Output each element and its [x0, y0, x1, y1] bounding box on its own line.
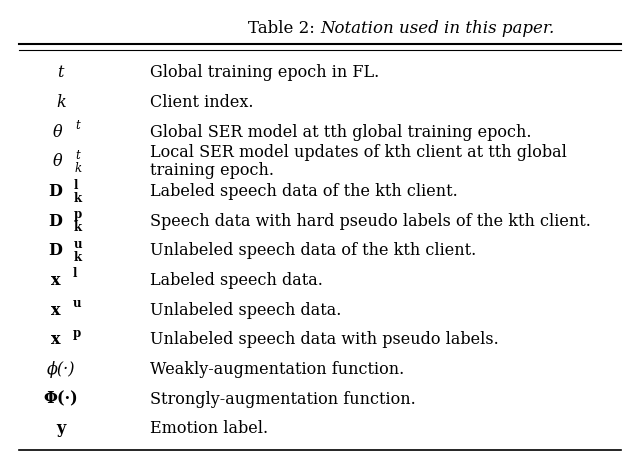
Text: Unlabeled speech data of the kth client.: Unlabeled speech data of the kth client. — [150, 242, 477, 259]
Text: u: u — [74, 238, 82, 251]
Text: Weakly-augmentation function.: Weakly-augmentation function. — [150, 361, 404, 378]
Text: D: D — [49, 183, 63, 200]
Text: Labeled speech data.: Labeled speech data. — [150, 272, 323, 289]
Text: D: D — [49, 242, 63, 259]
Text: x: x — [51, 302, 60, 318]
Text: p: p — [72, 327, 81, 340]
Text: k: k — [56, 94, 66, 111]
Text: y: y — [56, 420, 65, 437]
Text: Table 2:: Table 2: — [248, 20, 320, 37]
Text: l: l — [74, 178, 78, 191]
Text: u: u — [72, 297, 81, 310]
Text: l: l — [72, 268, 77, 280]
Text: Unlabeled speech data with pseudo labels.: Unlabeled speech data with pseudo labels… — [150, 331, 499, 348]
Text: Notation used in this paper.: Notation used in this paper. — [320, 20, 554, 37]
Text: Labeled speech data of the kth client.: Labeled speech data of the kth client. — [150, 183, 458, 200]
Text: k: k — [74, 191, 82, 205]
Text: Global training epoch in FL.: Global training epoch in FL. — [150, 64, 380, 81]
Text: t: t — [58, 64, 64, 81]
Text: training epoch.: training epoch. — [150, 162, 275, 179]
Text: k: k — [74, 251, 82, 264]
Text: D: D — [49, 213, 63, 230]
Text: Emotion label.: Emotion label. — [150, 420, 269, 437]
Text: t: t — [75, 119, 79, 132]
Text: x: x — [51, 331, 60, 348]
Text: ϕ(·): ϕ(·) — [47, 361, 75, 378]
Text: Strongly-augmentation function.: Strongly-augmentation function. — [150, 391, 416, 407]
Text: Global SER model at ⁠tth global training epoch.: Global SER model at ⁠tth global training… — [150, 124, 532, 141]
Text: Φ(·): Φ(·) — [44, 391, 78, 407]
Text: θ: θ — [52, 124, 63, 141]
Text: p: p — [74, 208, 82, 221]
Text: Local SER model updates of ⁠kth client at ⁠tth global: Local SER model updates of ⁠kth client a… — [150, 145, 567, 161]
Text: Speech data with hard pseudo labels of the kth client.: Speech data with hard pseudo labels of t… — [150, 213, 591, 230]
Text: θ: θ — [52, 153, 63, 170]
Text: x: x — [51, 272, 60, 289]
Text: k: k — [74, 221, 82, 234]
Text: t: t — [75, 149, 79, 162]
Text: Unlabeled speech data.: Unlabeled speech data. — [150, 302, 342, 318]
Text: k: k — [75, 162, 82, 175]
Text: Client index.: Client index. — [150, 94, 254, 111]
